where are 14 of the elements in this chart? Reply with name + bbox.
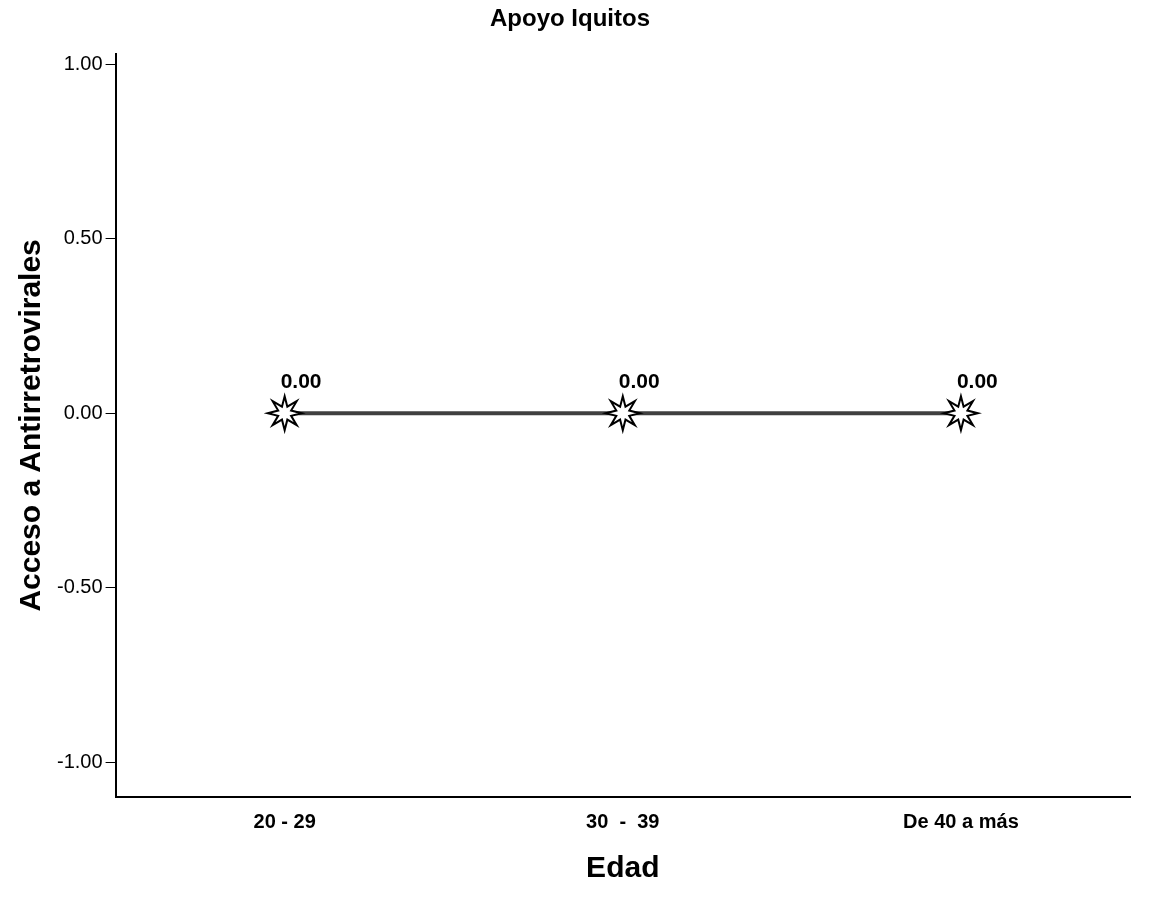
- y-axis-title: Acceso a Antirretrovirales: [13, 239, 47, 612]
- data-label: 0.00: [956, 369, 998, 393]
- x-tick-label: De 40 a más: [903, 809, 1019, 832]
- y-tick-label: 0.50: [63, 226, 103, 249]
- chart-title: Apoyo Iquitos: [490, 4, 650, 32]
- y-tick-label: 0.00: [63, 400, 103, 423]
- data-label: 0.00: [618, 369, 660, 393]
- data-label: 0.00: [280, 369, 322, 393]
- x-tick-label: 20 - 29: [253, 809, 316, 832]
- x-axis-title: Edad: [586, 850, 660, 884]
- x-tick-label: 30 - 39: [586, 809, 660, 832]
- y-tick-label: 1.00: [63, 51, 103, 74]
- y-tick-label: -1.00: [56, 749, 103, 772]
- y-tick-label: -0.50: [56, 575, 103, 598]
